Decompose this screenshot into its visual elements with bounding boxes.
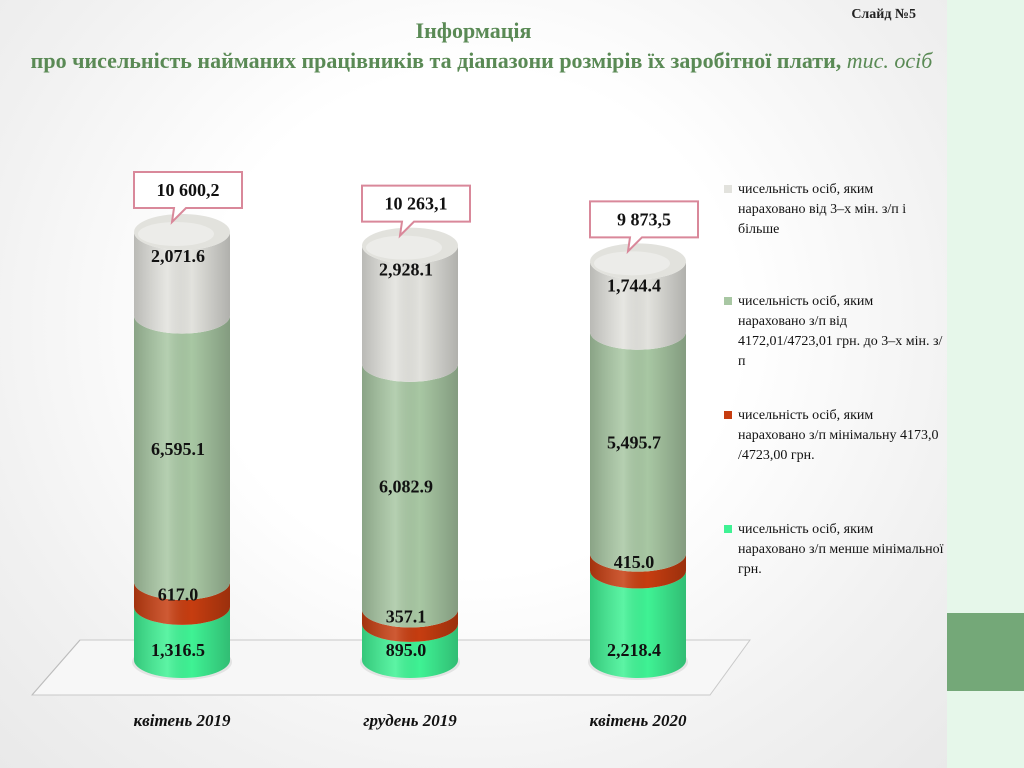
title-line-1: Інформація (415, 18, 532, 43)
bar-top-cap (362, 227, 458, 264)
bar-segment-shading (362, 245, 458, 382)
total-callout-box (589, 200, 699, 255)
total-label: 10 263,1 (385, 194, 448, 214)
legend-label: чисельність осіб, яким нараховано з/п ме… (738, 522, 944, 577)
bar-segment-shading (362, 609, 458, 642)
data-label: 6,082.9 (379, 477, 433, 497)
title-line-2-text: про чисельність найманих працівників та … (30, 48, 842, 73)
data-label: 617.0 (158, 584, 199, 604)
legend-swatch (724, 297, 732, 305)
bar-top-cap (590, 243, 686, 280)
bar-segment-shading (590, 570, 686, 678)
legend-swatch (724, 411, 732, 419)
legend-label: чисельність осіб, яким нараховано з/п мі… (738, 408, 939, 463)
data-label: 5,495.7 (607, 433, 661, 453)
bar-top-cap (134, 214, 230, 250)
legend-label: чисельність осіб, яким нараховано з/п ві… (738, 294, 943, 369)
category-label: квітень 2020 (590, 711, 687, 730)
stacked-cylinder-chart: 1,316.5 617.0 6,595.1 2,071.6 10 600,2 квітен… (30, 171, 751, 730)
title-line-2: про чисельність найманих працівників та … (0, 48, 947, 74)
bar-top-highlight (366, 235, 442, 260)
bar-segment-shading (362, 623, 458, 678)
total-label: 9 873,5 (617, 209, 671, 229)
bar-segment-shading (590, 261, 686, 350)
side-panel-block (947, 613, 1024, 691)
bar-segment-shading (134, 315, 230, 600)
data-label: 415.0 (614, 552, 655, 572)
bar-segment-shading (134, 232, 230, 334)
category-label: грудень 2019 (363, 711, 457, 730)
data-label: 6,595.1 (151, 439, 205, 459)
title-unit: тис. осіб (846, 48, 933, 73)
bar-top-highlight (138, 222, 214, 246)
data-label: 2,218.4 (607, 640, 661, 660)
data-label: 2,071.6 (151, 246, 205, 266)
data-label: 357.1 (386, 607, 427, 627)
data-label: 2,928.1 (379, 260, 433, 280)
total-label: 10 600,2 (157, 180, 220, 200)
floor-edge-left (31, 639, 81, 696)
bar-top-highlight (594, 251, 670, 276)
total-callout-box (133, 171, 243, 225)
bar-segment-shading (362, 363, 458, 628)
legend-label: чисельність осіб, яким нараховано від 3–… (738, 182, 907, 237)
slide-number: Слайд №5 (851, 7, 916, 22)
legend-swatch (724, 185, 732, 193)
legend-swatch (724, 525, 732, 533)
category-label: квітень 2019 (134, 711, 231, 730)
bar-segment-shading (134, 581, 230, 625)
bar-segment-shading (590, 553, 686, 589)
bar-segment-shading (590, 331, 686, 572)
data-label: 1,316.5 (151, 640, 205, 660)
data-label: 895.0 (386, 640, 427, 660)
bar-segment-shading (134, 606, 230, 678)
total-callout-box (361, 184, 471, 239)
data-label: 1,744.4 (607, 275, 661, 295)
